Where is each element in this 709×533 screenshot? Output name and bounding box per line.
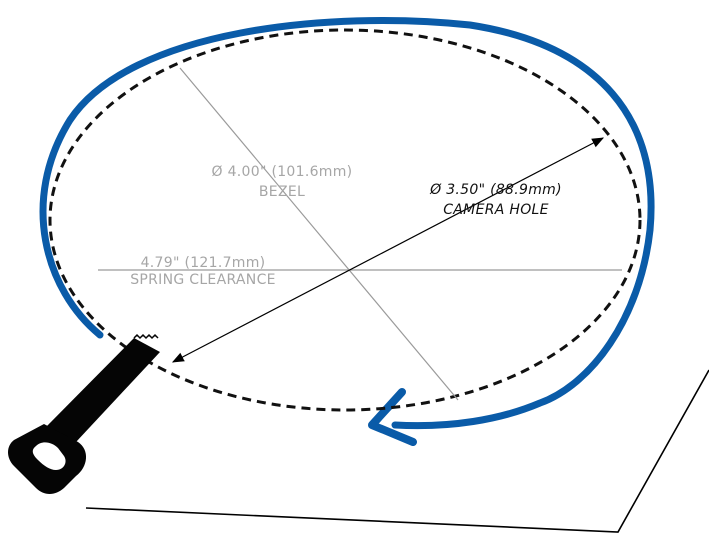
bezel-diameter-line: [179, 67, 459, 401]
spring-clip-icon: [8, 333, 160, 494]
spring-clip-slot: [32, 442, 66, 470]
bezel-name-label: BEZEL: [259, 184, 305, 200]
bezel-ring: [39, 16, 655, 430]
camera-hole-diameter-arrow: [171, 137, 605, 363]
camera-hole-name-label: CAMERA HOLE: [443, 202, 549, 218]
mounting-surface-outline: [85, 369, 709, 533]
camera-hole-dashed-circle: [48, 28, 642, 412]
bezel-dimension-label: Ø 4.00" (101.6mm): [212, 164, 353, 180]
spring-clearance-dimension-label: 4.79" (121.7mm): [141, 255, 266, 271]
blue-curved-arrow-icon: [368, 388, 417, 446]
spring-clip-teeth: [133, 333, 159, 340]
spring-clip-body: [45, 338, 160, 442]
spring-clearance-name-label: SPRING CLEARANCE: [130, 272, 276, 288]
camera-hole-dimension-label: Ø 3.50" (88.9mm): [429, 182, 562, 198]
